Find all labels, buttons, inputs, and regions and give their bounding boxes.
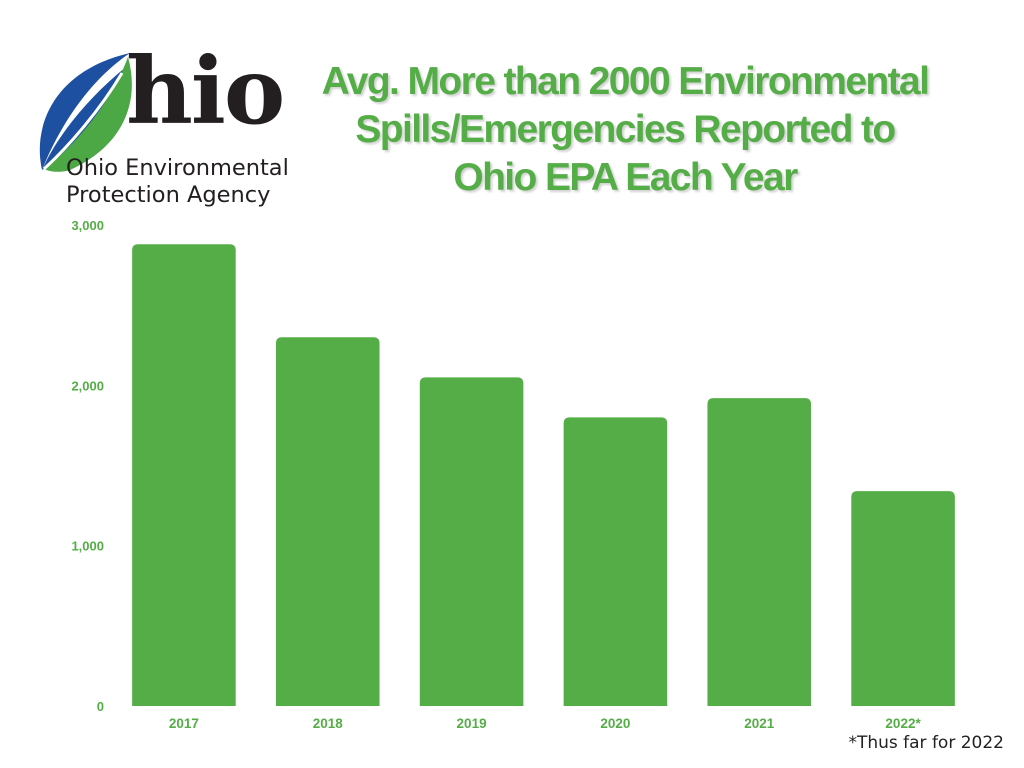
y-tick-label: 0 <box>97 699 104 714</box>
footnote: *Thus far for 2022 <box>848 733 1004 753</box>
bar-2017 <box>132 244 236 707</box>
y-tick-label: 2,000 <box>71 378 104 393</box>
x-tick-label: 2017 <box>169 716 199 731</box>
x-tick-label: 2021 <box>744 716 775 731</box>
x-tick-label: 2020 <box>600 716 630 731</box>
bar-2022-star <box>851 491 955 706</box>
bar-2019 <box>419 377 524 706</box>
bar-2018 <box>275 337 380 706</box>
leaf-icon <box>39 53 132 172</box>
bar-2020 <box>563 417 668 706</box>
logo-wordmark: hio <box>126 37 285 145</box>
x-tick-label: 2022* <box>885 716 921 731</box>
x-tick-label: 2018 <box>313 716 344 731</box>
logo-subtitle-line2: Protection Agency <box>66 182 271 208</box>
chart-title: Avg. More than 2000 Environmental Spills… <box>321 60 930 199</box>
logo-subtitle-line1: Ohio Environmental <box>66 155 289 181</box>
y-tick-label: 3,000 <box>71 218 104 233</box>
x-tick-label: 2019 <box>457 716 487 731</box>
y-tick-label: 1,000 <box>71 539 104 554</box>
bar-2021 <box>707 398 812 706</box>
ohio-epa-logo: hio Ohio Environmental Protection Agency <box>30 45 305 215</box>
